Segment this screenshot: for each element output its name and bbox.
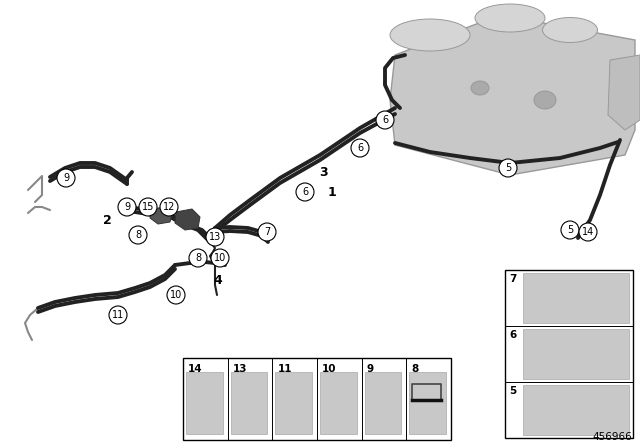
- Circle shape: [351, 139, 369, 157]
- FancyBboxPatch shape: [230, 372, 268, 434]
- Circle shape: [376, 111, 394, 129]
- Text: 7: 7: [509, 274, 516, 284]
- Text: 5: 5: [567, 225, 573, 235]
- Text: 8: 8: [135, 230, 141, 240]
- Text: 5: 5: [505, 163, 511, 173]
- FancyBboxPatch shape: [275, 372, 312, 434]
- Circle shape: [561, 221, 579, 239]
- Text: 3: 3: [320, 167, 328, 180]
- Text: 8: 8: [412, 364, 419, 374]
- FancyBboxPatch shape: [505, 270, 633, 438]
- Polygon shape: [608, 55, 640, 130]
- Text: 6: 6: [302, 187, 308, 197]
- Ellipse shape: [390, 19, 470, 51]
- Circle shape: [296, 183, 314, 201]
- Ellipse shape: [534, 91, 556, 109]
- Polygon shape: [390, 15, 635, 175]
- Text: 12: 12: [163, 202, 175, 212]
- Text: 1: 1: [328, 186, 337, 199]
- Ellipse shape: [475, 4, 545, 32]
- Text: 14: 14: [582, 227, 594, 237]
- Text: 2: 2: [102, 214, 111, 227]
- Text: 14: 14: [188, 364, 203, 374]
- FancyBboxPatch shape: [365, 372, 401, 434]
- Circle shape: [206, 228, 224, 246]
- Text: 15: 15: [142, 202, 154, 212]
- FancyBboxPatch shape: [523, 329, 629, 379]
- FancyBboxPatch shape: [410, 372, 446, 434]
- Text: 9: 9: [367, 364, 374, 374]
- Text: 8: 8: [195, 253, 201, 263]
- Text: 5: 5: [509, 386, 516, 396]
- Circle shape: [57, 169, 75, 187]
- Text: 7: 7: [264, 227, 270, 237]
- Text: 4: 4: [214, 273, 222, 287]
- Text: 10: 10: [170, 290, 182, 300]
- Text: 6: 6: [382, 115, 388, 125]
- Circle shape: [118, 198, 136, 216]
- Circle shape: [499, 159, 517, 177]
- Circle shape: [211, 249, 229, 267]
- Circle shape: [139, 198, 157, 216]
- FancyBboxPatch shape: [183, 358, 451, 440]
- Text: 11: 11: [277, 364, 292, 374]
- Text: 11: 11: [112, 310, 124, 320]
- FancyBboxPatch shape: [523, 273, 629, 323]
- Text: 13: 13: [233, 364, 247, 374]
- Text: 10: 10: [322, 364, 337, 374]
- Ellipse shape: [471, 81, 489, 95]
- Circle shape: [189, 249, 207, 267]
- Polygon shape: [175, 209, 200, 230]
- Ellipse shape: [543, 17, 598, 43]
- Polygon shape: [150, 207, 172, 224]
- Text: 456966: 456966: [592, 432, 632, 442]
- Text: 10: 10: [214, 253, 226, 263]
- Text: 6: 6: [357, 143, 363, 153]
- FancyBboxPatch shape: [320, 372, 356, 434]
- Text: 9: 9: [124, 202, 130, 212]
- FancyBboxPatch shape: [523, 385, 629, 435]
- Text: 13: 13: [209, 232, 221, 242]
- Text: 6: 6: [509, 330, 516, 340]
- Circle shape: [579, 223, 597, 241]
- Circle shape: [167, 286, 185, 304]
- Circle shape: [160, 198, 178, 216]
- Text: 9: 9: [63, 173, 69, 183]
- FancyBboxPatch shape: [186, 372, 223, 434]
- Circle shape: [258, 223, 276, 241]
- Circle shape: [109, 306, 127, 324]
- Circle shape: [129, 226, 147, 244]
